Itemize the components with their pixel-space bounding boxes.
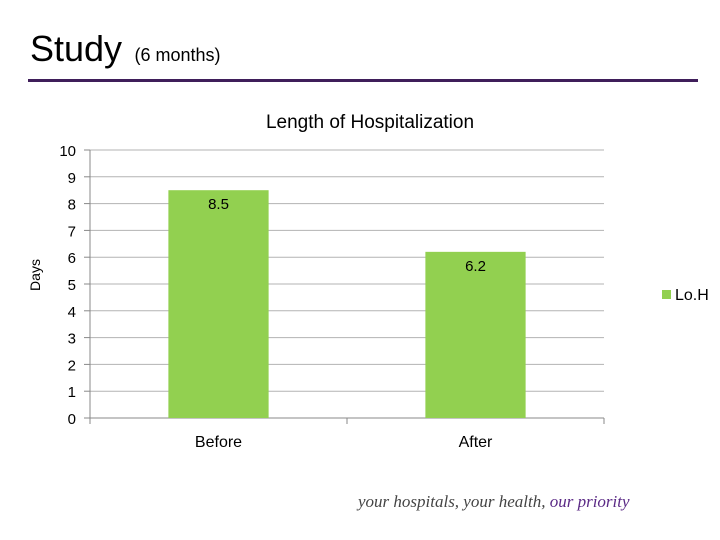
bar-after (425, 251, 526, 418)
chart-title: Length of Hospitalization (266, 112, 474, 133)
legend-label-loh: Lo.H (675, 287, 709, 304)
footer-tagline: your hospitals, your health, our priorit… (358, 492, 688, 512)
y-tick-label: 8 (68, 197, 76, 214)
y-tick-label: 2 (68, 357, 76, 374)
x-tick-label: Before (195, 434, 242, 451)
y-tick-label: 9 (68, 170, 76, 187)
slide-title-main: Study (30, 28, 123, 69)
footer-accent: our priority (549, 492, 630, 511)
y-tick-label: 6 (68, 250, 76, 267)
y-tick-label: 3 (68, 331, 76, 348)
y-tick-label: 1 (68, 384, 76, 401)
plot-area: 0 1 2 3 4 5 6 7 8 9 10 8.5 Before 6.2 After (59, 143, 605, 451)
y-tick-label: 7 (68, 223, 76, 240)
footer-text: your hospitals, your health, (358, 492, 546, 511)
title-divider (28, 79, 698, 82)
slide-title: Study (6 months) (30, 28, 221, 70)
y-tick-label: 10 (59, 143, 76, 160)
slide-title-subtitle: (6 months) (134, 45, 221, 65)
data-label: 8.5 (208, 196, 229, 213)
y-tick-label: 0 (68, 411, 76, 428)
x-tick-label: After (459, 434, 493, 451)
data-label: 6.2 (465, 258, 486, 275)
legend-swatch-loh (662, 290, 671, 299)
y-axis-label: Days (27, 259, 43, 291)
legend: Lo.H (662, 287, 709, 304)
y-tick-label: 5 (68, 277, 76, 294)
bar-before (168, 190, 269, 418)
y-tick-label: 4 (68, 304, 76, 321)
